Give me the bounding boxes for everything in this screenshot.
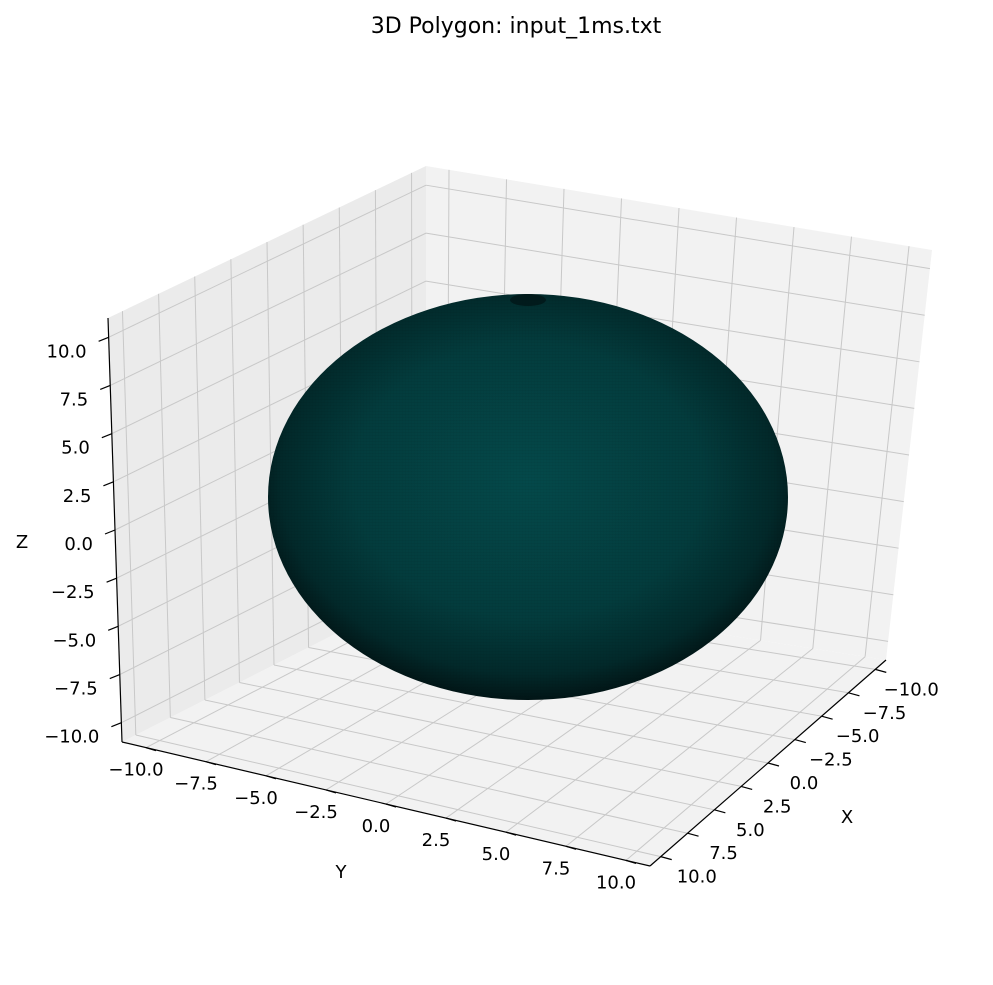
y-tick-label: 5.0	[482, 844, 511, 865]
z-tick-label: 7.5	[60, 389, 89, 410]
y-ticks: −10.0 −7.5 −5.0 −2.5 0.0 2.5 5.0 7.5 10.0	[108, 747, 637, 893]
x-tick-label: −10.0	[884, 679, 939, 700]
gridline-z-right	[425, 232, 925, 316]
sphere-surface	[268, 294, 788, 700]
z-tick-label: −2.5	[51, 582, 95, 603]
x-tick-mark	[794, 739, 806, 744]
gridline-floor-x	[204, 699, 715, 811]
x-tick-label: −5.0	[836, 726, 880, 747]
x-tick-label: 2.5	[763, 796, 792, 817]
y-tick-mark	[325, 789, 337, 794]
gridline-z-left	[108, 184, 427, 338]
z-tick-mark	[111, 722, 122, 728]
z-tick-mark	[106, 577, 117, 583]
z-tick-mark	[98, 336, 109, 342]
z-tick-label: 10.0	[47, 341, 87, 362]
x-tick-mark	[741, 785, 753, 790]
x-tick-mark	[848, 692, 860, 697]
gridline-z-left	[110, 232, 427, 386]
z-tick-mark	[104, 529, 116, 535]
gridline-z-right	[425, 184, 930, 270]
x-tick-mark	[660, 856, 672, 861]
y-tick-mark	[625, 859, 637, 864]
y-axis-label: Y	[335, 862, 348, 883]
gridline-z-right	[425, 280, 920, 363]
chart-title: 3D Polygon: input_1ms.txt	[371, 14, 662, 39]
x-tick-label: −7.5	[863, 703, 907, 724]
x-tick-mark	[767, 762, 780, 767]
x-tick-label: 10.0	[677, 867, 717, 888]
x-tick-mark	[821, 715, 833, 720]
y-tick-label: −10.0	[108, 760, 163, 781]
z-tick-label: −10.0	[44, 727, 99, 748]
sphere-mesh	[268, 294, 788, 700]
pane-floor	[122, 588, 886, 866]
x-tick-label: 7.5	[709, 843, 738, 864]
x-axis-label: X	[841, 807, 853, 828]
x-tick-label: 0.0	[790, 773, 819, 794]
z-tick-label: −5.0	[52, 630, 96, 651]
y-tick-mark	[565, 845, 577, 850]
y-tick-label: 7.5	[542, 858, 571, 879]
y-tick-label: −2.5	[294, 802, 338, 823]
y-tick-mark	[145, 747, 157, 752]
z-tick-label: 5.0	[61, 438, 90, 459]
y-tick-label: −5.0	[234, 788, 278, 809]
x-tick-mark	[687, 832, 699, 837]
x-tick-mark	[714, 809, 726, 814]
y-tick-mark	[205, 761, 217, 766]
gridline-floor-x	[273, 664, 769, 764]
x-tick-label: −2.5	[809, 750, 853, 771]
gridline-floor-x	[239, 682, 742, 787]
y-tick-mark	[505, 831, 517, 836]
z-axis-label: Z	[16, 532, 28, 553]
x-tick-label: 5.0	[736, 820, 765, 841]
x-ticks: −10.0 −7.5−5.0 −2.50.02.5 5.07.5 10.0	[660, 668, 939, 888]
y-tick-label: −7.5	[174, 774, 218, 795]
z-tick-mark	[100, 384, 111, 391]
z-tick-label: 2.5	[63, 486, 92, 507]
y-tick-mark	[265, 775, 277, 780]
gridline-floor-x	[135, 734, 661, 858]
z-tick-mark	[109, 673, 120, 680]
z-ticks: −10.0 −7.5 −5.0 −2.5 0.0 2.5 5.0 7.5 10.0	[44, 336, 122, 748]
y-tick-label: 10.0	[596, 872, 636, 893]
z-tick-label: −7.5	[54, 679, 98, 700]
z-tick-label: 0.0	[64, 534, 93, 555]
z-tick-mark	[107, 625, 119, 631]
y-tick-mark	[385, 803, 397, 808]
x-tick-mark	[875, 668, 887, 673]
gridline-z-left	[111, 280, 427, 435]
y-tick-label: 0.0	[362, 816, 391, 837]
z-tick-mark	[103, 481, 114, 487]
gridline-floor-x	[170, 717, 688, 834]
z-tick-mark	[101, 433, 113, 439]
y-tick-label: 2.5	[422, 830, 451, 851]
sphere-pole	[510, 294, 546, 306]
y-tick-mark	[445, 817, 457, 822]
